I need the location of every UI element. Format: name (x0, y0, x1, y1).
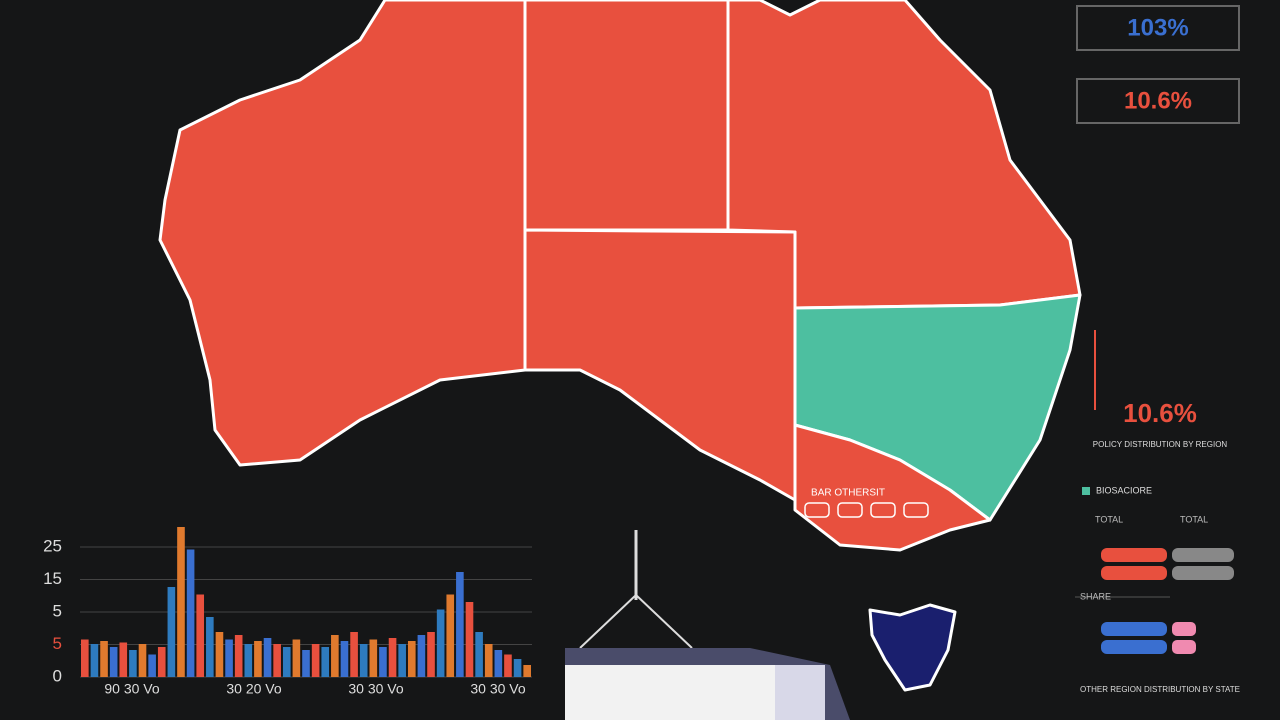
bar (90, 644, 99, 677)
bar (340, 641, 349, 677)
bar (427, 632, 435, 677)
bar (398, 644, 406, 677)
x-axis-label: 90 30 Vo (104, 681, 159, 697)
bar (254, 641, 262, 677)
footer-caption: OTHER REGION DISTRIBUTION BY STATE (1080, 685, 1240, 694)
bar (167, 587, 176, 677)
bar (109, 647, 118, 677)
bar (244, 644, 253, 677)
map-icons (804, 502, 929, 518)
bar (225, 639, 233, 677)
bar (359, 644, 368, 677)
map-label: BAR OTHERSIT (811, 488, 885, 499)
legend-group: TOTAL (1180, 514, 1208, 524)
bar (138, 644, 147, 677)
building (565, 530, 850, 720)
stat-value: 103% (1127, 14, 1188, 41)
stat-box (1076, 5, 1240, 51)
highlight-caption: POLICY DISTRIBUTION BY REGION (1093, 440, 1228, 449)
western-australia (158, 0, 527, 467)
bar (81, 639, 89, 677)
bar (148, 654, 156, 677)
bar (369, 639, 378, 677)
bar (282, 647, 291, 677)
bar (273, 644, 281, 677)
bar (456, 572, 464, 677)
bar (292, 639, 301, 677)
bar (417, 635, 426, 677)
bar (513, 659, 522, 677)
bar (196, 594, 205, 677)
legend-swatch (1082, 487, 1090, 495)
bar (206, 617, 214, 677)
australia-map (158, 0, 1082, 692)
highlight-value: 10.6% (1123, 398, 1197, 428)
y-axis-label: 5 (53, 601, 62, 620)
bar (129, 650, 137, 677)
bar (119, 642, 128, 677)
legend-label: BIOSACIORE (1096, 485, 1152, 495)
bar (302, 650, 310, 677)
x-axis-label: 30 20 Vo (226, 681, 281, 697)
bar (523, 665, 531, 677)
mini-chart: 25 15 5 5 0 90 30 Vo 30 20 Vo 30 30 Vo 30 30 Vo (43, 527, 532, 697)
bar (379, 647, 387, 677)
bar (446, 594, 455, 677)
bar (504, 654, 512, 677)
bar (177, 527, 185, 677)
x-axis-label: 30 30 Vo (348, 681, 403, 697)
bar (407, 641, 416, 677)
northern-territory (523, 0, 730, 232)
bar (100, 641, 108, 677)
bar (311, 644, 320, 677)
bar (388, 638, 397, 677)
bar (475, 632, 483, 677)
bar (494, 650, 503, 677)
bar (436, 609, 445, 677)
bar (263, 638, 272, 677)
bar (321, 647, 330, 677)
stat-box (1076, 78, 1240, 124)
bar (465, 602, 474, 677)
stat-value: 10.6% (1124, 87, 1192, 114)
bar (331, 635, 339, 677)
y-axis-label: 15 (43, 569, 62, 588)
x-axis-label: 30 30 Vo (470, 681, 525, 697)
y-axis-label: 5 (53, 634, 62, 653)
legend-bars (1075, 548, 1234, 654)
bar (484, 644, 493, 677)
bar (234, 635, 243, 677)
tasmania (868, 603, 957, 692)
y-axis-label: 0 (53, 666, 62, 685)
legend-group: SHARE (1080, 591, 1111, 601)
victoria (793, 423, 992, 552)
legend-group: TOTAL (1095, 514, 1123, 524)
bar (350, 632, 358, 677)
bar (186, 549, 195, 677)
bar (157, 647, 166, 677)
bar (215, 632, 224, 677)
y-axis-label: 25 (43, 536, 62, 555)
